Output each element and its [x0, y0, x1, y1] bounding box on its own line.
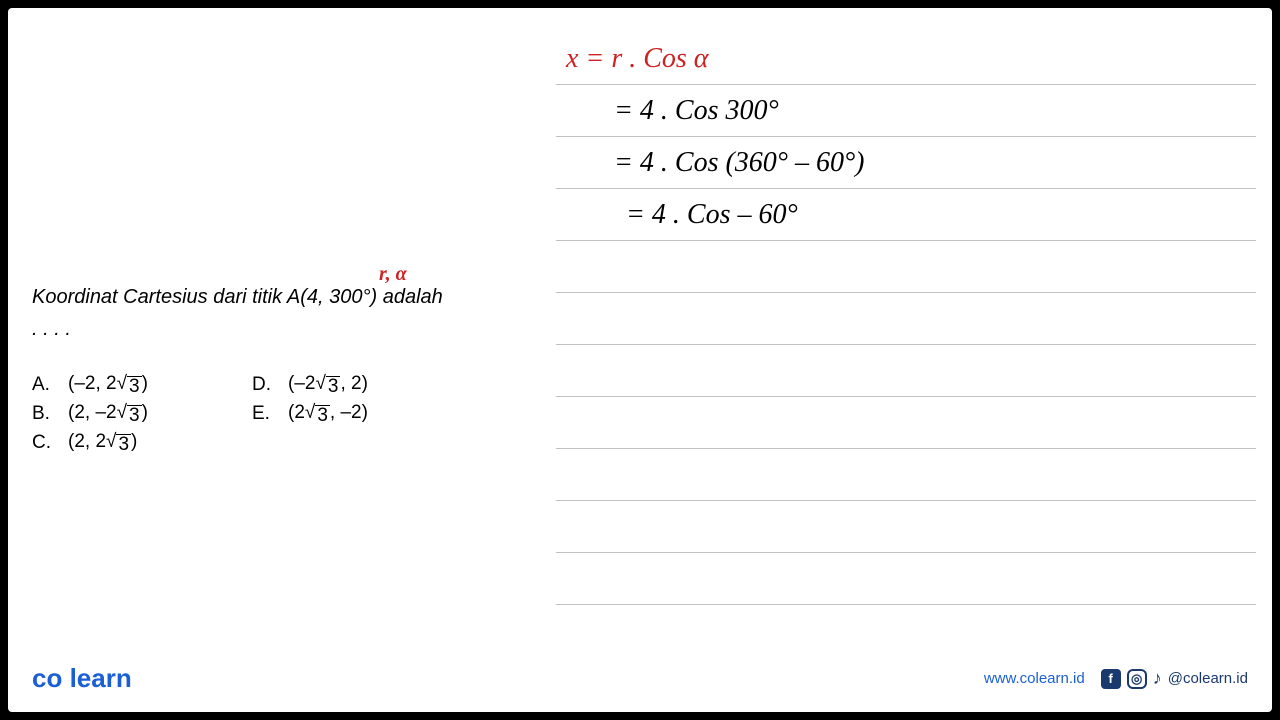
- option-c-value: (2, 2√3): [68, 431, 137, 454]
- work-line-8: [556, 397, 1256, 449]
- question-line: Koordinat Cartesius dari titik A(4, 300°…: [32, 286, 443, 308]
- social-group: f ◎ ♪ @colearn.id: [1101, 668, 1248, 689]
- logo-part1: co: [32, 663, 62, 693]
- option-b-value: (2, –2√3): [68, 402, 148, 425]
- instagram-icon[interactable]: ◎: [1127, 669, 1147, 689]
- social-handle: @colearn.id: [1168, 670, 1248, 687]
- content-frame: r, α Koordinat Cartesius dari titik A(4,…: [8, 8, 1272, 712]
- work-line-4: = 4 . Cos – 60°: [556, 189, 1256, 241]
- work-text-1: x = r . Cos α: [566, 43, 709, 75]
- footer: co learn www.colearn.id f ◎ ♪ @colearn.i…: [32, 663, 1248, 694]
- question-area: Koordinat Cartesius dari titik A(4, 300°…: [32, 283, 532, 454]
- work-line-7: [556, 345, 1256, 397]
- facebook-icon[interactable]: f: [1101, 669, 1121, 689]
- option-d-label: D.: [252, 374, 274, 396]
- footer-url[interactable]: www.colearn.id: [984, 670, 1085, 687]
- option-c: C. (2, 2√3): [32, 431, 252, 454]
- logo-part2: learn: [70, 663, 132, 693]
- option-b: B. (2, –2√3): [32, 402, 252, 425]
- option-d-value: (–2√3, 2): [288, 373, 368, 396]
- work-text-2: = 4 . Cos 300°: [614, 95, 779, 127]
- work-text-4: = 4 . Cos – 60°: [626, 199, 798, 231]
- work-line-11: [556, 553, 1256, 605]
- option-e: E. (2√3, –2): [252, 402, 472, 425]
- work-line-9: [556, 449, 1256, 501]
- work-line-12: [556, 605, 1256, 657]
- option-d: D. (–2√3, 2): [252, 373, 472, 396]
- option-a: A. (–2, 2√3): [32, 373, 252, 396]
- options-grid: A. (–2, 2√3) D. (–2√3, 2) B. (2, –2√3) E…: [32, 373, 532, 454]
- tiktok-icon[interactable]: ♪: [1153, 668, 1162, 689]
- work-line-2: = 4 . Cos 300°: [556, 85, 1256, 137]
- work-line-3: = 4 . Cos (360° – 60°): [556, 137, 1256, 189]
- logo-dot: [62, 663, 69, 693]
- work-line-1: x = r . Cos α: [556, 33, 1256, 85]
- question-text: Koordinat Cartesius dari titik A(4, 300°…: [32, 283, 532, 311]
- option-e-value: (2√3, –2): [288, 402, 368, 425]
- option-e-label: E.: [252, 403, 274, 425]
- work-line-10: [556, 501, 1256, 553]
- annotation-text: r, α: [379, 263, 407, 285]
- work-line-5: [556, 241, 1256, 293]
- option-b-label: B.: [32, 403, 54, 425]
- footer-right: www.colearn.id f ◎ ♪ @colearn.id: [984, 668, 1248, 689]
- option-a-value: (–2, 2√3): [68, 373, 148, 396]
- work-line-6: [556, 293, 1256, 345]
- ellipsis: . . . .: [32, 315, 532, 343]
- option-c-label: C.: [32, 432, 54, 454]
- logo: co learn: [32, 663, 132, 694]
- work-area: x = r . Cos α = 4 . Cos 300° = 4 . Cos (…: [556, 33, 1256, 657]
- option-a-label: A.: [32, 374, 54, 396]
- work-text-3: = 4 . Cos (360° – 60°): [614, 147, 865, 179]
